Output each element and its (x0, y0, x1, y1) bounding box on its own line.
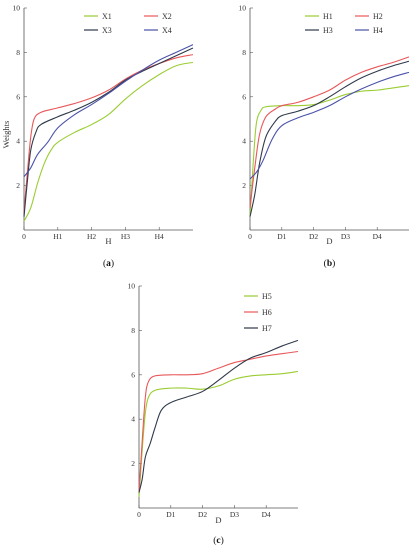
panel-b-x-tick-label: 0 (248, 232, 252, 241)
panel-a-x-tick-label: 0 (22, 232, 26, 241)
panel-c-y-tick-label: 10 (128, 282, 136, 291)
panel-b-legend-label-h4: H4 (373, 26, 383, 35)
panel-b-y-tick-label: 6 (242, 92, 246, 101)
panel-a-x-tick-label: H2 (87, 232, 96, 241)
panel-b-series-h1-line (249, 85, 410, 217)
panel-b-legend-label-h2: H2 (373, 12, 383, 21)
panel-a-y-axis-label: Weights (1, 121, 11, 149)
panel-b-legend-label-h1: H1 (323, 12, 333, 21)
panel-a-legend-label-x2: X2 (162, 12, 172, 21)
panel-a-legend-label-x3: X3 (102, 26, 112, 35)
panel-c-series-h7-line (138, 339, 299, 493)
panel-a-x-tick-label: H1 (53, 232, 62, 241)
panel-c-y-tick-label: 4 (131, 415, 135, 424)
panel-b-x-tick-label: D4 (373, 232, 382, 241)
panel-b-series-h3-line (249, 60, 410, 217)
panel-c-series-h6-line (138, 350, 299, 493)
panel-a-series-x3-line (23, 47, 194, 217)
panel-a-x-tick-label: H3 (121, 232, 130, 241)
panel-c-x-tick-label: D3 (230, 510, 239, 519)
panel-b-y-tick-label: 10 (239, 4, 247, 13)
panel-b-y-tick-label: 4 (242, 137, 246, 146)
panel-b-x-tick-label: D3 (341, 232, 350, 241)
panel-b-x-tick-label: D1 (277, 232, 286, 241)
panel-c-legend-label-h7: H7 (262, 324, 272, 333)
panel-c-y-tick-label: 6 (131, 370, 135, 379)
panel-c-x-tick-label: D4 (262, 510, 271, 519)
panel-c-y-tick-label: 2 (131, 459, 135, 468)
panel-a-y-tick-label: 8 (16, 48, 20, 57)
panel-a-series-x2-line (23, 54, 194, 213)
panel-a-series-x1-line (23, 61, 194, 222)
panel-c-x-tick-label: D2 (198, 510, 207, 519)
panel-a-y-tick-label: 4 (16, 137, 20, 146)
panel-a-y-tick-label: 6 (16, 92, 20, 101)
panel-c-label: (c) (213, 535, 224, 546)
panel-c-x-tick-label: 0 (137, 510, 141, 519)
panel-c-series-h5-line (138, 370, 299, 497)
panel-b-y-tick-label: 8 (242, 48, 246, 57)
panel-b-series-h2-line (249, 56, 410, 208)
panel-c-legend-label-h5: H5 (262, 292, 272, 301)
panel-b-legend-label-h3: H3 (323, 26, 333, 35)
panel-b-label: (b) (324, 258, 336, 269)
panel-c-x-tick-label: D1 (166, 510, 175, 519)
panel-c-legend-label-h6: H6 (262, 308, 272, 317)
panel-a-series-x4-line (23, 44, 194, 178)
panel-a-legend-label-x4: X4 (162, 26, 172, 35)
panel-a-x-axis-label: H (105, 236, 111, 246)
panel-a-x-tick-label: H4 (155, 232, 164, 241)
panel-b-y-tick-label: 2 (242, 181, 246, 190)
panel-b-x-axis-label: D (326, 236, 332, 246)
panel-b-series-h4-line (249, 71, 410, 180)
panel-c-y-tick-label: 8 (131, 326, 135, 335)
panel-a-y-tick-label: 2 (16, 181, 20, 190)
panel-a-legend-label-x1: X1 (102, 12, 112, 21)
panel-c-x-axis-label: D (215, 515, 221, 525)
panel-a-y-tick-label: 10 (13, 4, 21, 13)
panel-b-x-tick-label: D2 (309, 232, 318, 241)
panel-a-label: (a) (103, 258, 114, 269)
